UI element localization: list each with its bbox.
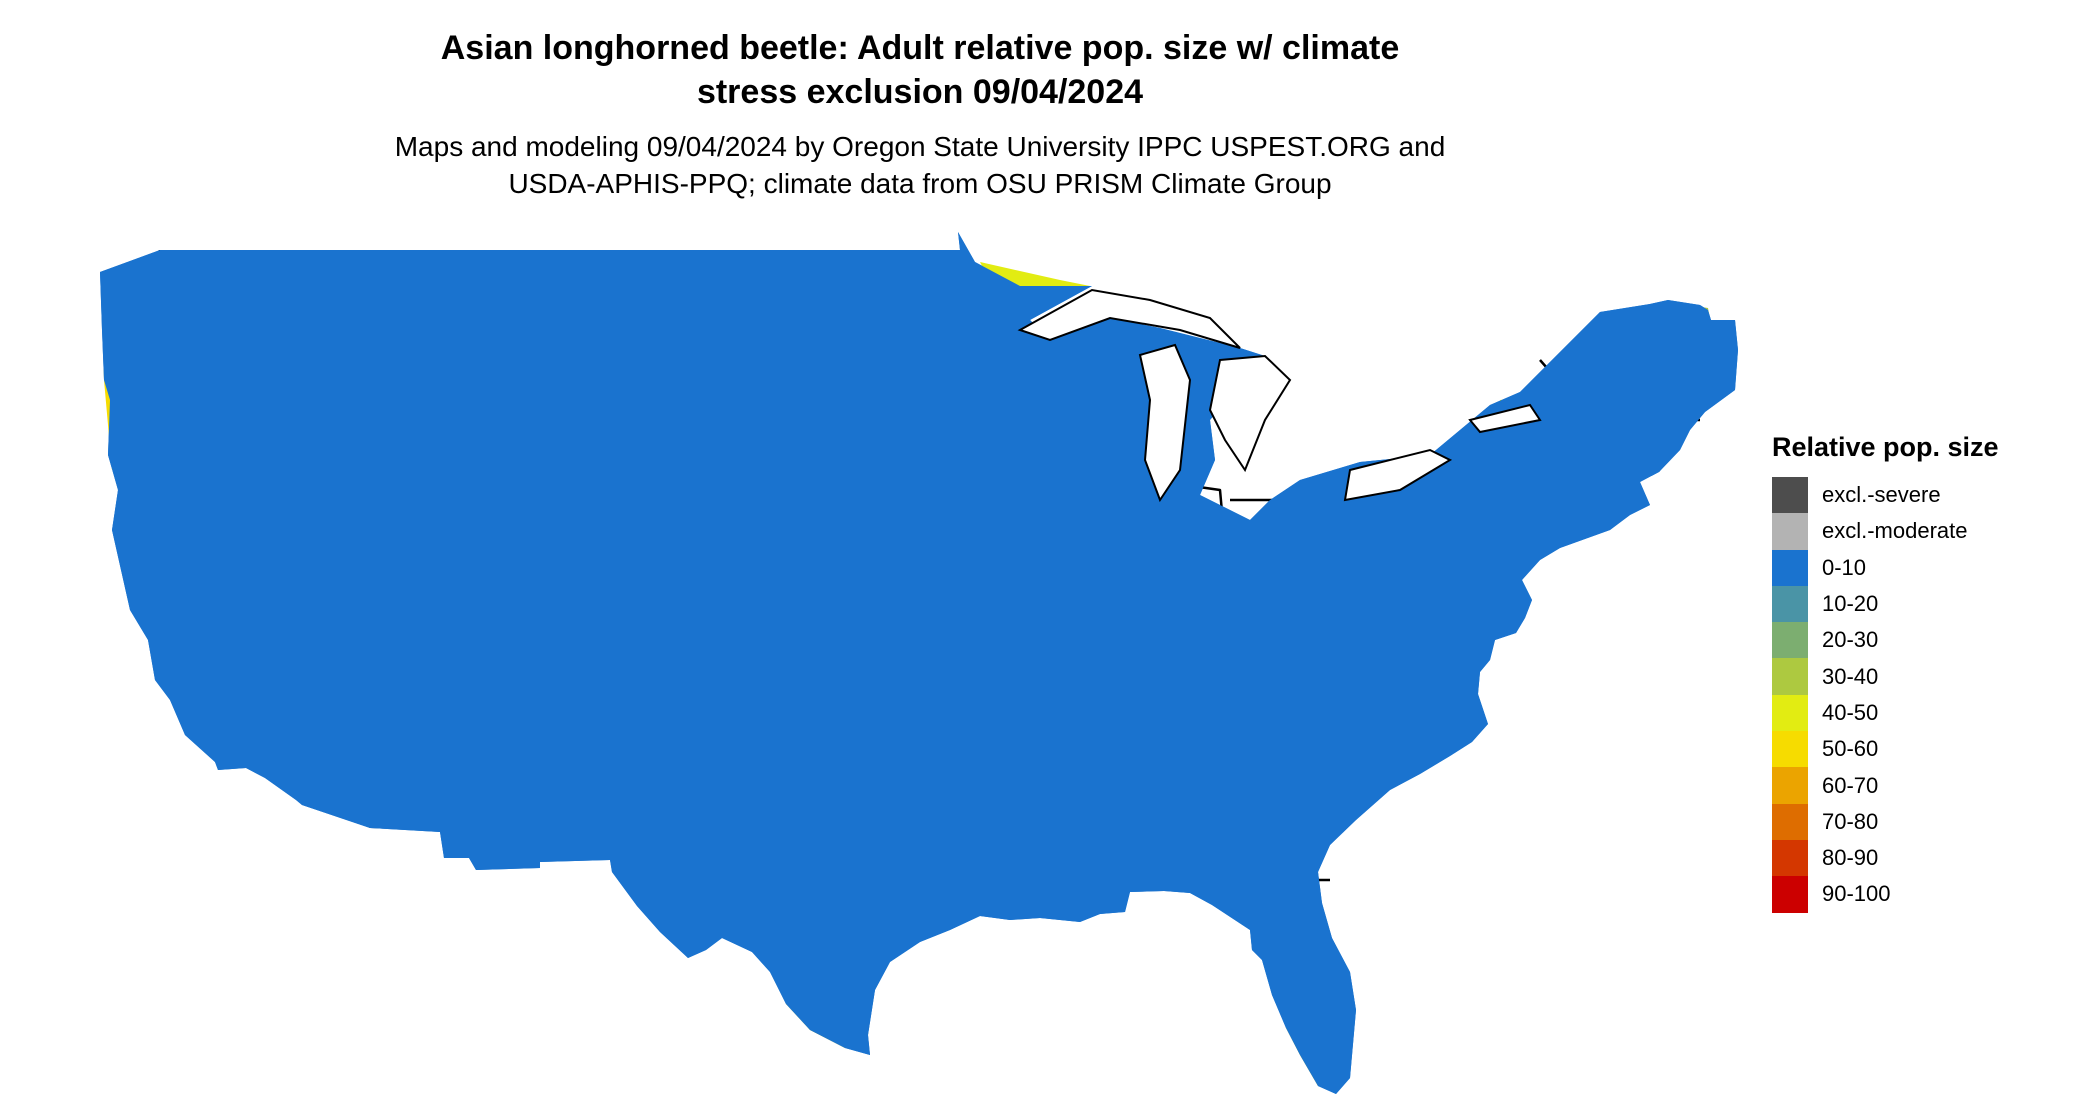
map-subtitle-line1: Maps and modeling 09/04/2024 by Oregon S… [394, 131, 1446, 162]
legend-item: 80-90 [1772, 839, 2092, 877]
legend-swatch [1772, 622, 1808, 659]
legend-item: 70-80 [1772, 803, 2092, 840]
legend-label: excl.-severe [1822, 482, 1941, 508]
legend-label: 30-40 [1822, 663, 1879, 689]
legend-item: 20-30 [1772, 622, 2092, 659]
legend-item: 0-10 [1772, 549, 2092, 586]
title-block: Asian longhorned beetle: Adult relative … [0, 26, 1840, 202]
legend-items: excl.-severe excl.-moderate 0-10 10-20 20-30… [1772, 477, 2092, 913]
legend-label: 50-60 [1822, 736, 1879, 762]
map-subtitle-line2: USDA-APHIS-PPQ; climate data from OSU PR… [508, 168, 1332, 199]
legend-item: 30-40 [1772, 658, 2092, 695]
legend-swatch [1772, 513, 1808, 550]
legend-item: excl.-severe [1772, 477, 2092, 514]
legend-swatch [1772, 876, 1808, 913]
map-title-line1: Asian longhorned beetle: Adult relative … [440, 29, 1400, 67]
map-subtitle: Maps and modeling 09/04/2024 by Oregon S… [0, 128, 1840, 202]
legend-swatch [1772, 731, 1808, 768]
legend-item: 60-70 [1772, 767, 2092, 804]
legend-label: 90-100 [1822, 881, 1891, 907]
legend-item: 10-20 [1772, 585, 2092, 623]
legend-swatch [1772, 549, 1808, 586]
legend-title: Relative pop. size [1772, 432, 1999, 462]
legend-item: 50-60 [1772, 731, 2092, 768]
legend-label: 20-30 [1822, 627, 1879, 653]
legend-item: 90-100 [1772, 876, 2092, 913]
legend-label: 40-50 [1822, 699, 1879, 725]
legend-swatch [1772, 585, 1808, 623]
legend-swatch [1772, 658, 1808, 695]
legend-label: 0-10 [1822, 554, 1867, 580]
legend-label: 70-80 [1822, 808, 1879, 834]
legend-swatch [1772, 477, 1808, 514]
legend-item: 40-50 [1772, 694, 2092, 732]
legend-label: 80-90 [1822, 845, 1879, 871]
legend-label: excl.-moderate [1822, 518, 1968, 544]
map-land [98, 230, 1740, 1096]
legend: Relative pop. size excl.-severe excl.-mod… [1772, 432, 2092, 913]
map-title-line2: stress exclusion 09/04/2024 [696, 73, 1144, 111]
legend-swatch [1772, 767, 1808, 804]
legend-label: 10-20 [1822, 591, 1879, 617]
legend-swatch [1772, 803, 1808, 840]
legend-label: 60-70 [1822, 772, 1879, 798]
great-lakes [1017, 288, 1542, 503]
legend-swatch [1772, 839, 1808, 877]
legend-item: excl.-moderate [1772, 513, 2092, 550]
legend-swatch [1772, 694, 1808, 732]
